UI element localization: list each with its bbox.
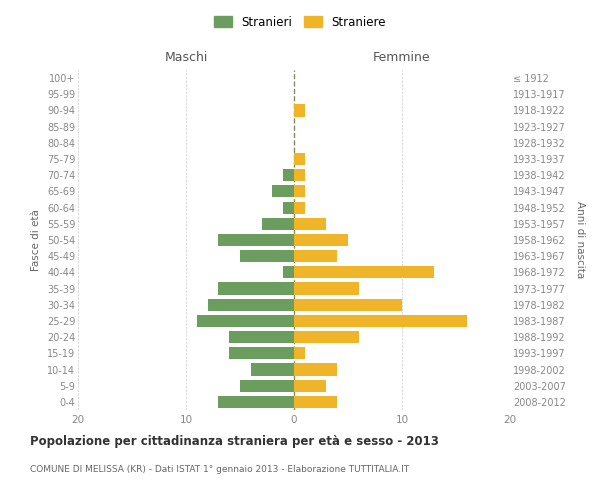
Bar (218, 234, 294, 246)
Bar (294, 186, 305, 198)
Bar (294, 380, 326, 392)
Bar (240, 380, 294, 392)
Bar (218, 396, 294, 408)
Bar (208, 298, 294, 311)
Bar (251, 364, 294, 376)
Y-axis label: Fasce di età: Fasce di età (31, 209, 41, 271)
Bar (229, 331, 294, 343)
Bar (283, 266, 294, 278)
Bar (294, 250, 337, 262)
Bar (294, 218, 326, 230)
Legend: Stranieri, Straniere: Stranieri, Straniere (209, 11, 391, 34)
Bar (294, 331, 359, 343)
Bar (294, 104, 305, 117)
Bar (294, 364, 337, 376)
Bar (294, 315, 467, 327)
Bar (294, 153, 305, 165)
Bar (218, 282, 294, 294)
Bar (294, 282, 359, 294)
Bar (229, 348, 294, 360)
Text: Maschi: Maschi (164, 50, 208, 64)
Bar (283, 169, 294, 181)
Bar (294, 266, 434, 278)
Bar (294, 202, 305, 213)
Bar (294, 234, 348, 246)
Bar (272, 186, 294, 198)
Bar (262, 218, 294, 230)
Bar (283, 202, 294, 213)
Text: COMUNE DI MELISSA (KR) - Dati ISTAT 1° gennaio 2013 - Elaborazione TUTTITALIA.IT: COMUNE DI MELISSA (KR) - Dati ISTAT 1° g… (30, 465, 409, 474)
Bar (240, 250, 294, 262)
Bar (294, 298, 402, 311)
Y-axis label: Anni di nascita: Anni di nascita (575, 202, 585, 278)
Bar (294, 348, 305, 360)
Bar (294, 169, 305, 181)
Bar (294, 396, 337, 408)
Text: Femmine: Femmine (373, 50, 431, 64)
Text: Popolazione per cittadinanza straniera per età e sesso - 2013: Popolazione per cittadinanza straniera p… (30, 435, 439, 448)
Bar (197, 315, 294, 327)
